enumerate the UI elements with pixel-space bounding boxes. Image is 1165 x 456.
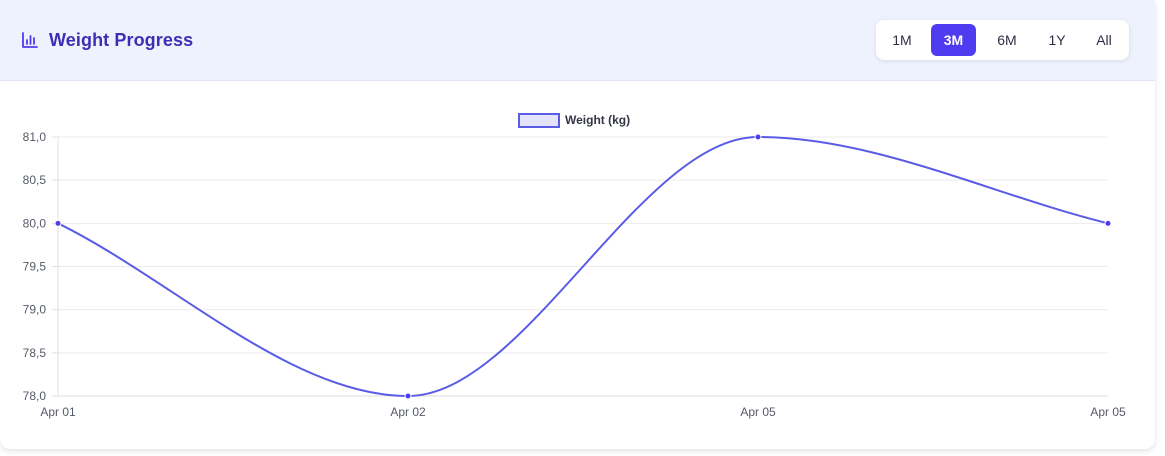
weight-progress-card: Weight Progress 1M 3M 6M 1Y All 81,0 80,5… [0, 0, 1155, 449]
y-tick-label: 80,0 [23, 216, 47, 230]
y-tick-label: 81,0 [23, 130, 47, 144]
y-tick-label: 79,5 [23, 260, 47, 274]
data-point[interactable] [755, 134, 761, 140]
weight-line-chart: 81,080,580,079,579,078,578,0 Apr 01 Apr 0… [0, 0, 1155, 449]
data-point[interactable] [1105, 220, 1111, 226]
x-tick-label: Apr 01 [40, 405, 76, 419]
y-tick-label: 78,0 [23, 389, 47, 403]
data-point[interactable] [55, 220, 61, 226]
chart-grid [52, 137, 1108, 396]
x-tick-label: Apr 05 [1090, 405, 1126, 419]
x-tick-label: Apr 02 [390, 405, 426, 419]
y-axis: 81,0 80,5 80,0 79,5 79,0 78,5 78,0 [23, 130, 47, 403]
legend-label: Weight (kg) [565, 113, 630, 127]
y-tick-label: 80,5 [23, 173, 47, 187]
x-tick-label: Apr 05 [740, 405, 776, 419]
x-axis: Apr 01 Apr 02 Apr 05 Apr 05 [40, 405, 1126, 419]
legend-swatch [519, 114, 559, 127]
data-point[interactable] [405, 393, 411, 399]
y-tick-label: 78,5 [23, 346, 47, 360]
y-tick-label: 79,0 [23, 303, 47, 317]
chart-legend[interactable]: Weight (kg) [519, 113, 630, 127]
